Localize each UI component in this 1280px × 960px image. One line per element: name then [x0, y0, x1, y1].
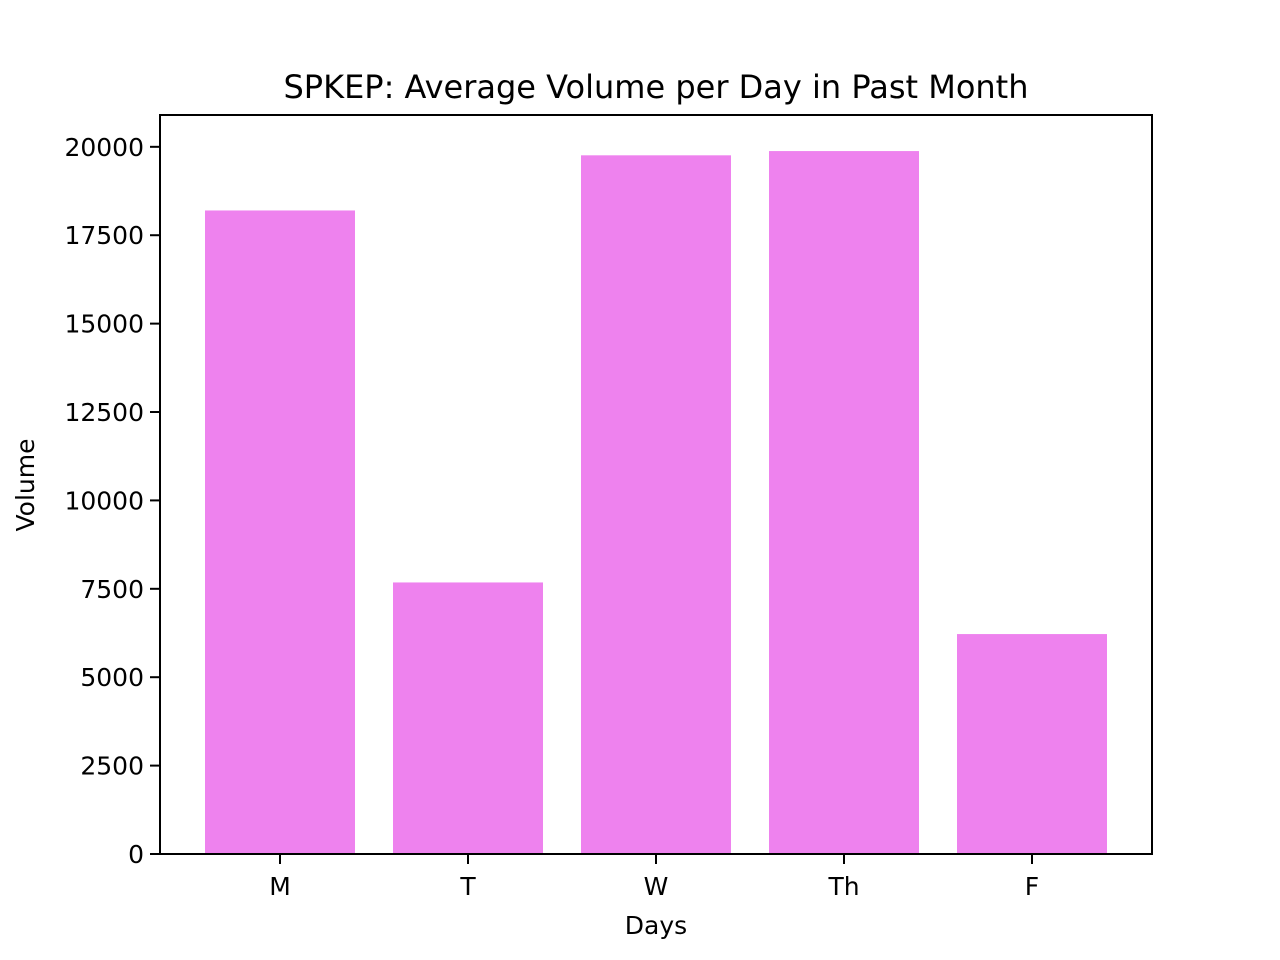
bar-t: [393, 582, 543, 854]
y-axis-label: Volume: [11, 439, 40, 532]
bar-m: [205, 210, 355, 855]
bars-layer: [205, 151, 1107, 855]
x-axis-ticks: M T W Th F: [269, 854, 1039, 901]
y-tick-label: 10000: [64, 486, 144, 515]
bar-w: [581, 155, 731, 855]
bar-f: [957, 634, 1107, 854]
y-tick-label: 2500: [80, 752, 144, 781]
x-tick-label-f: F: [1025, 872, 1039, 901]
chart-title: SPKEP: Average Volume per Day in Past Mo…: [283, 68, 1028, 106]
x-axis-label: Days: [625, 911, 687, 940]
y-tick-label: 15000: [64, 310, 144, 339]
x-tick-label-t: T: [459, 872, 476, 901]
x-tick-label-m: M: [269, 872, 291, 901]
y-tick-label: 7500: [80, 575, 144, 604]
y-axis-ticks: 0 2500 5000 7500 10000 12500 15000 17500 20000: [64, 133, 160, 869]
y-tick-label: 5000: [80, 663, 144, 692]
x-tick-label-th: Th: [827, 872, 859, 901]
y-tick-label: 12500: [64, 398, 144, 427]
y-tick-label: 20000: [64, 133, 144, 162]
y-tick-label: 0: [128, 840, 144, 869]
plot-frame: [159, 114, 1153, 855]
y-tick-label: 17500: [64, 221, 144, 250]
bar-th: [769, 151, 919, 854]
x-tick-label-w: W: [644, 872, 669, 901]
